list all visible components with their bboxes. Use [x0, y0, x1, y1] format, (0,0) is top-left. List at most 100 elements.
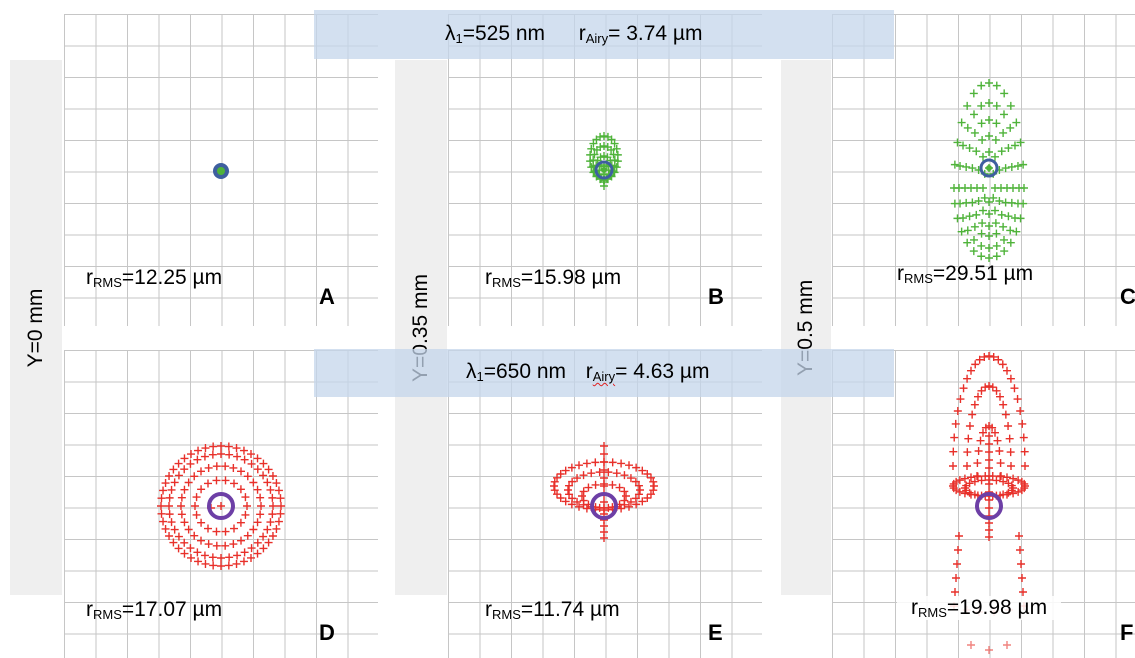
- spot-point: [1016, 546, 1024, 554]
- spot-point: [997, 147, 1006, 156]
- spot-point: [239, 446, 248, 455]
- spot-point: [631, 494, 640, 503]
- spot-point: [192, 493, 201, 502]
- spot-point: [634, 490, 643, 499]
- spot-point: [169, 465, 178, 474]
- spot-point: [608, 480, 617, 489]
- spot-point: [950, 160, 959, 169]
- spot-point: [1004, 422, 1013, 430]
- spot-point: [225, 450, 234, 459]
- spot-point: [212, 527, 221, 536]
- spot-point: [608, 458, 617, 467]
- spot-point: [1013, 162, 1022, 170]
- spot-point: [1019, 160, 1028, 169]
- spot-point: [617, 459, 626, 468]
- spot-point: [985, 79, 993, 87]
- spot-point: [556, 494, 565, 502]
- spot-point: [253, 465, 262, 474]
- spot-point: [970, 477, 979, 486]
- panel-b: [448, 14, 762, 326]
- spot-point: [277, 502, 285, 510]
- spot-point: [553, 473, 562, 482]
- spot-point: [985, 432, 993, 440]
- spot-point: [954, 546, 962, 554]
- spot-point: [190, 472, 199, 481]
- spot-point: [184, 525, 193, 534]
- spot-point: [157, 502, 165, 510]
- spot-point: [564, 486, 572, 494]
- spot-point: [999, 128, 1008, 137]
- spot-point: [646, 490, 655, 499]
- spot-point: [197, 467, 205, 476]
- spot-point: [626, 497, 635, 506]
- spot-point: [232, 559, 241, 568]
- spot-point: [967, 641, 975, 649]
- row-label-bar-3: [781, 60, 831, 595]
- spot-point: [556, 470, 565, 478]
- spot-point: [988, 423, 997, 432]
- spot-point: [999, 222, 1008, 231]
- spot-point: [565, 481, 574, 490]
- spot-point: [221, 462, 230, 471]
- spot-point: [992, 476, 1001, 485]
- spot-point: [595, 468, 604, 477]
- spot-point: [959, 141, 968, 150]
- spot-point: [186, 544, 195, 553]
- spot-point: [174, 459, 183, 468]
- spot-point: [607, 145, 616, 154]
- spot-point: [1006, 238, 1015, 247]
- spot-point: [952, 477, 961, 486]
- spot-point: [1010, 214, 1019, 222]
- spot-point: [985, 464, 993, 472]
- spot-point: [968, 164, 977, 173]
- spot-point: [200, 551, 209, 560]
- spot-point: [974, 392, 982, 401]
- spot-point: [600, 142, 608, 150]
- lambda-sub: 1: [476, 369, 484, 384]
- spot-point: [973, 459, 982, 468]
- spot-point: [970, 235, 978, 244]
- spot-point: [230, 524, 238, 533]
- spot-point: [157, 509, 166, 518]
- spot-point: [170, 525, 179, 534]
- spot-point: [992, 229, 1001, 238]
- spot-point: [1000, 235, 1008, 244]
- spot-point: [232, 444, 241, 453]
- spot-point: [257, 502, 265, 510]
- spot-point: [604, 468, 613, 477]
- spot-point: [996, 392, 1004, 401]
- spot-point: [1004, 144, 1013, 153]
- spot-point: [638, 497, 647, 506]
- spot-point: [596, 143, 605, 152]
- spot-point: [646, 473, 655, 482]
- spot-point: [985, 448, 993, 456]
- spot-point: [240, 548, 249, 557]
- spot-point: [649, 477, 658, 486]
- spot-point: [976, 436, 985, 445]
- spot-point: [274, 486, 283, 495]
- rms-label-e: rRMS=11.74 µm: [485, 598, 620, 622]
- spot-point: [969, 247, 978, 256]
- spot-point: [553, 490, 562, 499]
- spot-point: [241, 493, 250, 502]
- spot-point: [204, 463, 213, 472]
- spot-point: [229, 540, 238, 549]
- panel-d: [64, 350, 378, 658]
- spot-point: [1021, 462, 1029, 470]
- spot-point: [247, 459, 256, 468]
- spot-point: [579, 487, 588, 496]
- spot-point: [970, 222, 979, 231]
- airy-circle: [979, 158, 999, 178]
- airy-symbol: r: [585, 360, 593, 383]
- spot-point: [587, 144, 596, 153]
- spot-point: [991, 428, 999, 437]
- spot-point: [955, 476, 964, 485]
- spot-point: [609, 150, 618, 159]
- spot-point: [575, 502, 583, 511]
- spot-point: [996, 459, 1005, 468]
- spot-point: [991, 135, 1000, 144]
- spot-point: [272, 524, 281, 533]
- spot-point: [561, 466, 570, 475]
- spot-point: [229, 463, 238, 472]
- lambda-value: =525 nm: [462, 22, 546, 45]
